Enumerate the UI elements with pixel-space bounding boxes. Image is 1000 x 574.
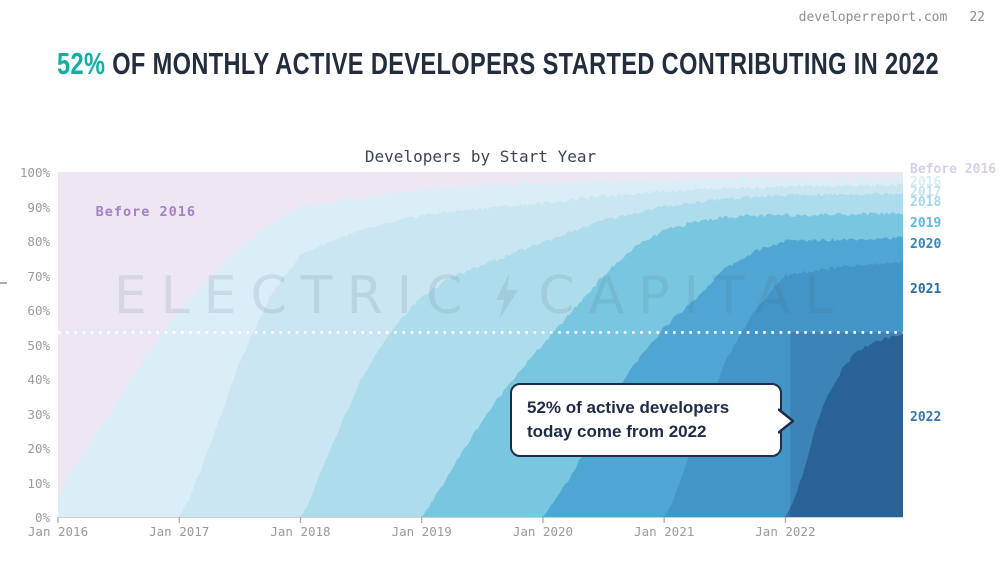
- x-tick-label: Jan 2020: [512, 524, 574, 539]
- x-tick-label: Jan 2016: [27, 524, 89, 539]
- header: developerreport.com 22: [799, 10, 985, 25]
- legend-item-before-2016: Before 2016: [910, 161, 997, 177]
- area-band-2022: [58, 332, 903, 517]
- y-tick-label: 40%: [27, 372, 50, 387]
- legend-item-2017: 2017: [910, 185, 942, 201]
- x-tick-label: Jan 2022: [755, 524, 816, 539]
- stray-tick-mark: [0, 282, 7, 284]
- site-link[interactable]: developerreport.com: [798, 10, 948, 25]
- title-rest: OF MONTHLY ACTIVE DEVELOPERS STARTED CON…: [105, 46, 939, 81]
- page-number: 22: [969, 10, 985, 25]
- y-tick-label: 10%: [27, 475, 50, 491]
- y-tick-label: 50%: [27, 337, 50, 353]
- legend-item-2018: 2018: [910, 195, 942, 211]
- legend-item-2016: 2016: [910, 175, 942, 191]
- y-tick-label: 90%: [27, 199, 50, 215]
- inchart-cohort-label: Before 2016: [95, 204, 196, 221]
- chart-title: Developers by Start Year: [364, 147, 597, 166]
- y-tick-label: 70%: [27, 268, 50, 284]
- legend-item-2020: 2020: [910, 237, 942, 253]
- y-tick-label: 60%: [27, 303, 50, 318]
- x-tick-label: Jan 2019: [391, 524, 452, 539]
- y-tick-label: 0%: [34, 510, 50, 525]
- title-highlight: 52%: [57, 46, 106, 81]
- y-tick-label: 30%: [27, 406, 50, 422]
- legend-item-2022: 2022: [910, 410, 942, 426]
- y-tick-label: 100%: [19, 165, 50, 180]
- callout: 52% of active developers today come from…: [510, 383, 795, 457]
- callout-arrow-icon: [778, 408, 795, 434]
- legend-item-2021: 2021: [910, 282, 942, 298]
- callout-text: 52% of active developers today come from…: [527, 398, 730, 441]
- y-tick-label: 20%: [27, 441, 50, 456]
- legend-item-2019: 2019: [910, 216, 942, 232]
- page-title: 52% OF MONTHLY ACTIVE DEVELOPERS STARTED…: [57, 46, 939, 82]
- x-tick-label: Jan 2021: [634, 524, 695, 539]
- y-tick-label: 80%: [27, 234, 50, 249]
- highlight-region: [790, 332, 903, 517]
- x-tick-label: Jan 2018: [270, 524, 331, 539]
- x-tick-label: Jan 2017: [149, 524, 210, 539]
